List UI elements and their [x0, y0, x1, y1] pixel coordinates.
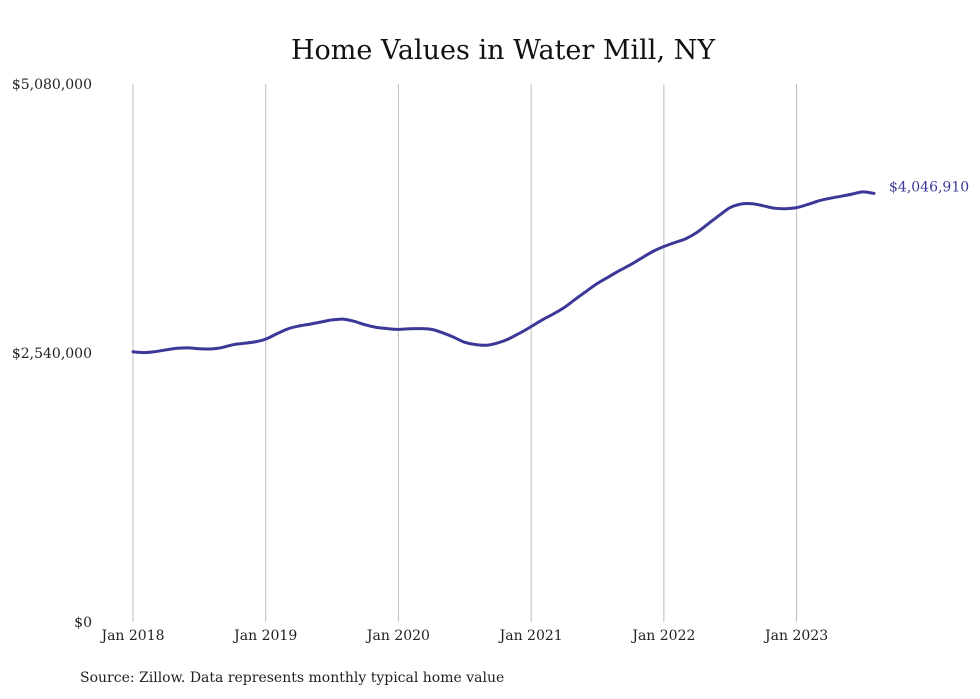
- x-tick-label: Jan 2023: [763, 628, 828, 644]
- x-tick-label: Jan 2021: [498, 628, 563, 644]
- source-note: Source: Zillow. Data represents monthly …: [80, 670, 504, 686]
- gridlines: [132, 84, 798, 622]
- chart-title: Home Values in Water Mill, NY: [291, 35, 716, 66]
- y-tick-label: $2,540,000: [12, 346, 92, 362]
- y-tick-label: $5,080,000: [12, 77, 92, 93]
- x-tick-label: Jan 2018: [99, 628, 164, 644]
- series-line-home-value: [131, 190, 876, 355]
- y-axis-ticks: $0 $2,540,000 $5,080,000: [12, 77, 92, 631]
- x-tick-label: Jan 2020: [365, 628, 430, 644]
- x-axis-ticks: Jan 2018 Jan 2019 Jan 2020 Jan 2021 Jan 2022…: [99, 628, 828, 644]
- y-tick-label: $0: [74, 615, 92, 631]
- x-tick-label: Jan 2019: [232, 628, 297, 644]
- end-value-label: $4,046,910: [889, 179, 969, 195]
- x-tick-label: Jan 2022: [630, 628, 695, 644]
